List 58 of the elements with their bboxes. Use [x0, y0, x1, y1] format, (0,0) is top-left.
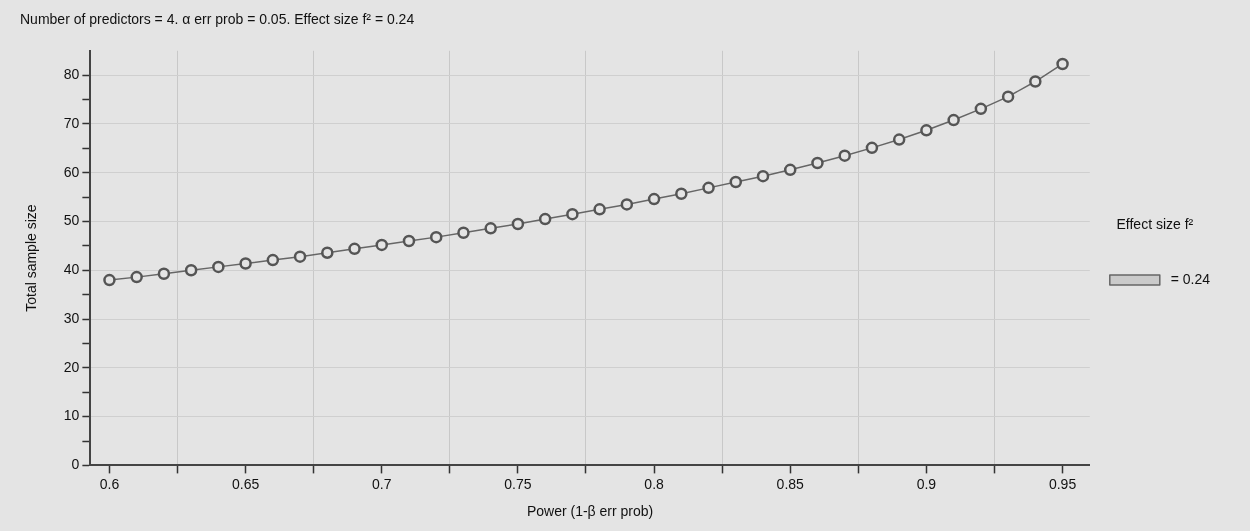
point — [402, 234, 416, 248]
point — [538, 212, 552, 226]
point — [348, 242, 361, 256]
point — [1001, 90, 1015, 103]
point — [239, 257, 252, 270]
y-tick-label: 60 — [63, 163, 80, 180]
point — [947, 113, 960, 127]
x-axis-title: Power (1-β err prob) — [526, 503, 654, 520]
point — [593, 203, 606, 216]
point — [811, 156, 824, 170]
x-tick-label: 0.8 — [644, 475, 665, 492]
legend-title: Effect size f² — [1116, 215, 1194, 232]
point — [920, 124, 933, 137]
x-tick-label: 0.7 — [372, 475, 392, 492]
y-tick-label: 80 — [63, 66, 80, 83]
x-tick-label: 0.9 — [916, 475, 937, 492]
y-tick-label: 0 — [71, 456, 80, 473]
point — [1056, 57, 1069, 71]
point — [729, 175, 743, 189]
point — [511, 217, 525, 231]
point — [675, 187, 688, 200]
point — [293, 250, 307, 263]
point — [974, 102, 988, 116]
point — [647, 192, 661, 206]
point — [321, 246, 334, 259]
point — [130, 270, 143, 284]
y-axis-title: Total sample size — [23, 204, 40, 312]
legend-label: = 0.24 — [1166, 270, 1211, 287]
x-tick-label: 0.75 — [504, 475, 532, 492]
point — [756, 169, 770, 183]
y-tick-label: 30 — [63, 309, 80, 326]
point — [865, 141, 879, 155]
point — [838, 149, 851, 162]
point — [457, 226, 470, 239]
point — [702, 181, 715, 195]
x-tick-label: 0.65 — [231, 475, 260, 492]
point — [892, 133, 906, 146]
point — [184, 264, 198, 277]
y-tick-label: 70 — [63, 114, 80, 131]
y-tick-label: 20 — [63, 358, 80, 375]
chart-title: Number of predictors = 4. α err prob = 0.05. Effect size f² = 0.24 — [20, 11, 415, 28]
point — [783, 163, 797, 177]
point — [266, 253, 280, 267]
point — [429, 230, 443, 244]
point — [212, 260, 225, 274]
y-tick-label: 10 — [63, 407, 80, 424]
point — [484, 222, 497, 235]
x-tick-label: 0.95 — [1048, 475, 1077, 492]
x-tick-label: 0.6 — [99, 475, 120, 492]
y-tick-label: 40 — [63, 261, 80, 278]
x-tick-label: 0.85 — [776, 475, 805, 492]
y-tick-label: 50 — [63, 212, 80, 229]
point — [566, 207, 579, 221]
point — [1029, 75, 1042, 88]
point — [620, 198, 634, 211]
point — [103, 273, 116, 287]
point — [157, 267, 171, 280]
point — [375, 238, 389, 252]
